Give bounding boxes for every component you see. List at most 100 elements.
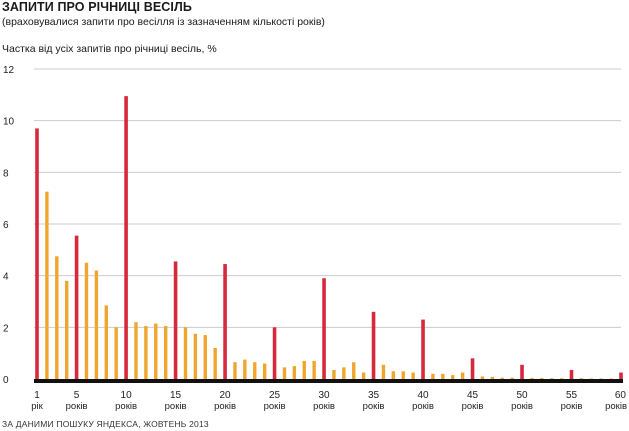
x-tick-unit: років: [561, 401, 583, 412]
x-tick-number: 40: [417, 390, 429, 401]
bar: [144, 326, 148, 379]
bar-highlight: [322, 278, 326, 379]
bar: [243, 359, 247, 379]
bar: [550, 378, 554, 379]
bar-highlight: [124, 96, 128, 379]
baseline-bar: [34, 379, 623, 383]
bar: [203, 335, 207, 379]
x-tick-labels: 1рік5років10років15років20років25років30…: [31, 390, 627, 412]
gridlines: [34, 68, 621, 328]
x-tick-number: 15: [170, 390, 182, 401]
bar: [253, 362, 257, 379]
bar-highlight: [74, 235, 79, 379]
bar: [193, 333, 198, 379]
bar: [114, 327, 118, 379]
bar: [163, 326, 168, 379]
bar: [510, 377, 514, 379]
bar-highlight: [223, 264, 227, 379]
x-tick-unit: років: [115, 401, 137, 412]
x-tick-unit: років: [363, 401, 385, 412]
y-tick-label: 0: [3, 375, 9, 386]
bar: [559, 378, 564, 379]
bar: [302, 360, 306, 379]
bar: [579, 378, 584, 379]
bar-highlight: [520, 364, 524, 379]
bar: [609, 378, 613, 379]
bar: [480, 376, 485, 379]
x-tick-number: 10: [121, 390, 133, 401]
x-tick-number: 1: [34, 390, 40, 401]
bar-highlight: [470, 358, 475, 379]
bar: [134, 322, 138, 379]
bar: [104, 305, 108, 379]
bar: [282, 367, 287, 379]
bar: [64, 280, 69, 379]
bar: [391, 371, 396, 379]
y-tick-label: 4: [3, 272, 9, 283]
bar: [411, 372, 415, 379]
bar: [342, 367, 346, 379]
bar-highlight: [569, 369, 574, 379]
x-tick-number: 55: [566, 390, 578, 401]
x-tick-number: 60: [615, 390, 627, 401]
bar: [332, 369, 336, 379]
x-tick-number: 25: [269, 390, 281, 401]
bar: [431, 373, 435, 379]
bar-highlight: [272, 327, 277, 379]
bar: [451, 375, 455, 379]
y-tick-labels: 0 2 4 6 8 10 12: [3, 65, 15, 386]
x-tick-unit: років: [264, 401, 286, 412]
bar: [361, 372, 366, 379]
bar-highlight: [371, 311, 376, 379]
bar: [154, 323, 158, 379]
bar: [599, 378, 603, 379]
bar: [589, 378, 594, 379]
x-tick-unit: років: [462, 401, 484, 412]
y-tick-label: 8: [3, 168, 9, 179]
bar: [233, 362, 237, 379]
x-tick-unit: років: [412, 401, 434, 412]
chart-title: ЗАПИТИ ПРО РІЧНИЦІ ВЕСІЛЬ: [2, 0, 192, 14]
x-axis-baseline: [34, 379, 623, 383]
bar: [530, 377, 534, 379]
bar: [292, 366, 297, 379]
x-tick-number: 50: [516, 390, 528, 401]
bars: [35, 96, 623, 379]
x-tick-number: 30: [318, 390, 330, 401]
chart-subtitle: (враховувалися запити про весілля із заз…: [2, 16, 325, 28]
y-tick-label: 2: [3, 323, 9, 334]
bar-highlight: [619, 372, 623, 379]
bar: [312, 360, 316, 379]
x-tick-number: 45: [467, 390, 479, 401]
bar: [94, 270, 99, 379]
y-axis-label: Частка від усіх запитів про річниці весі…: [2, 43, 217, 55]
bar: [84, 262, 89, 379]
bar: [540, 377, 544, 379]
bar: [401, 371, 405, 379]
x-tick-unit: рік: [31, 401, 43, 412]
y-tick-label: 12: [3, 65, 15, 76]
bar: [381, 364, 386, 379]
bar: [500, 377, 504, 379]
y-tick-label: 6: [3, 220, 9, 231]
x-tick-number: 5: [74, 390, 80, 401]
x-tick-unit: років: [66, 401, 88, 412]
x-tick-unit: років: [605, 401, 627, 412]
bar: [262, 363, 267, 379]
x-tick-number: 35: [368, 390, 380, 401]
bar: [490, 376, 495, 379]
bar: [213, 348, 217, 379]
bar-highlight: [35, 128, 39, 379]
